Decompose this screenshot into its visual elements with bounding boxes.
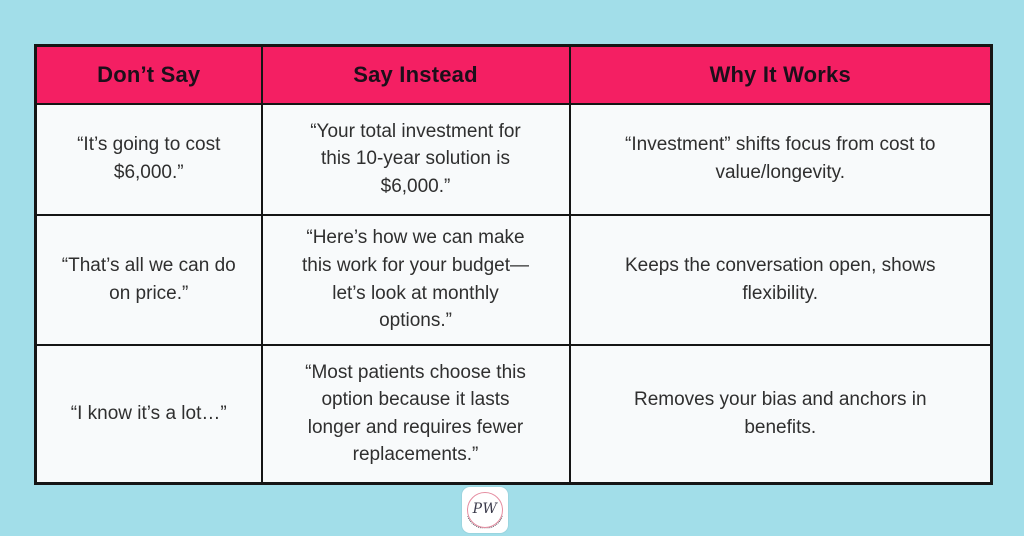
header-cell-why-it-works: Why It Works (568, 44, 993, 105)
table-row: “That’s all we can do on price.” “Here’s… (34, 213, 993, 346)
cell-why-2: Keeps the conversation open, shows flexi… (568, 213, 993, 346)
table-header-row: Don’t Say Say Instead Why It Works (34, 44, 993, 105)
table-row: “It’s going to cost $6,000.” “Your total… (34, 102, 993, 216)
table-row: “I know it’s a lot…” “Most patients choo… (34, 343, 993, 485)
brand-logo: PW (462, 487, 508, 533)
header-cell-say-instead: Say Instead (260, 44, 571, 105)
cell-why-3: Removes your bias and anchors in benefit… (568, 343, 993, 485)
cell-say-instead-1: “Your total investment for this 10-year … (260, 102, 571, 216)
logo-circle-icon: PW (467, 492, 503, 529)
comparison-table: Don’t Say Say Instead Why It Works “It’s… (34, 44, 993, 485)
header-cell-dont-say: Don’t Say (34, 44, 263, 105)
logo-dotted-arc (467, 514, 503, 529)
cell-say-instead-3: “Most patients choose this option becaus… (260, 343, 571, 485)
cell-why-1: “Investment” shifts focus from cost to v… (568, 102, 993, 216)
cell-say-instead-2: “Here’s how we can make this work for yo… (260, 213, 571, 346)
logo-monogram: PW (472, 501, 498, 517)
cell-dont-say-3: “I know it’s a lot…” (34, 343, 263, 485)
cell-dont-say-1: “It’s going to cost $6,000.” (34, 102, 263, 216)
cell-dont-say-2: “That’s all we can do on price.” (34, 213, 263, 346)
